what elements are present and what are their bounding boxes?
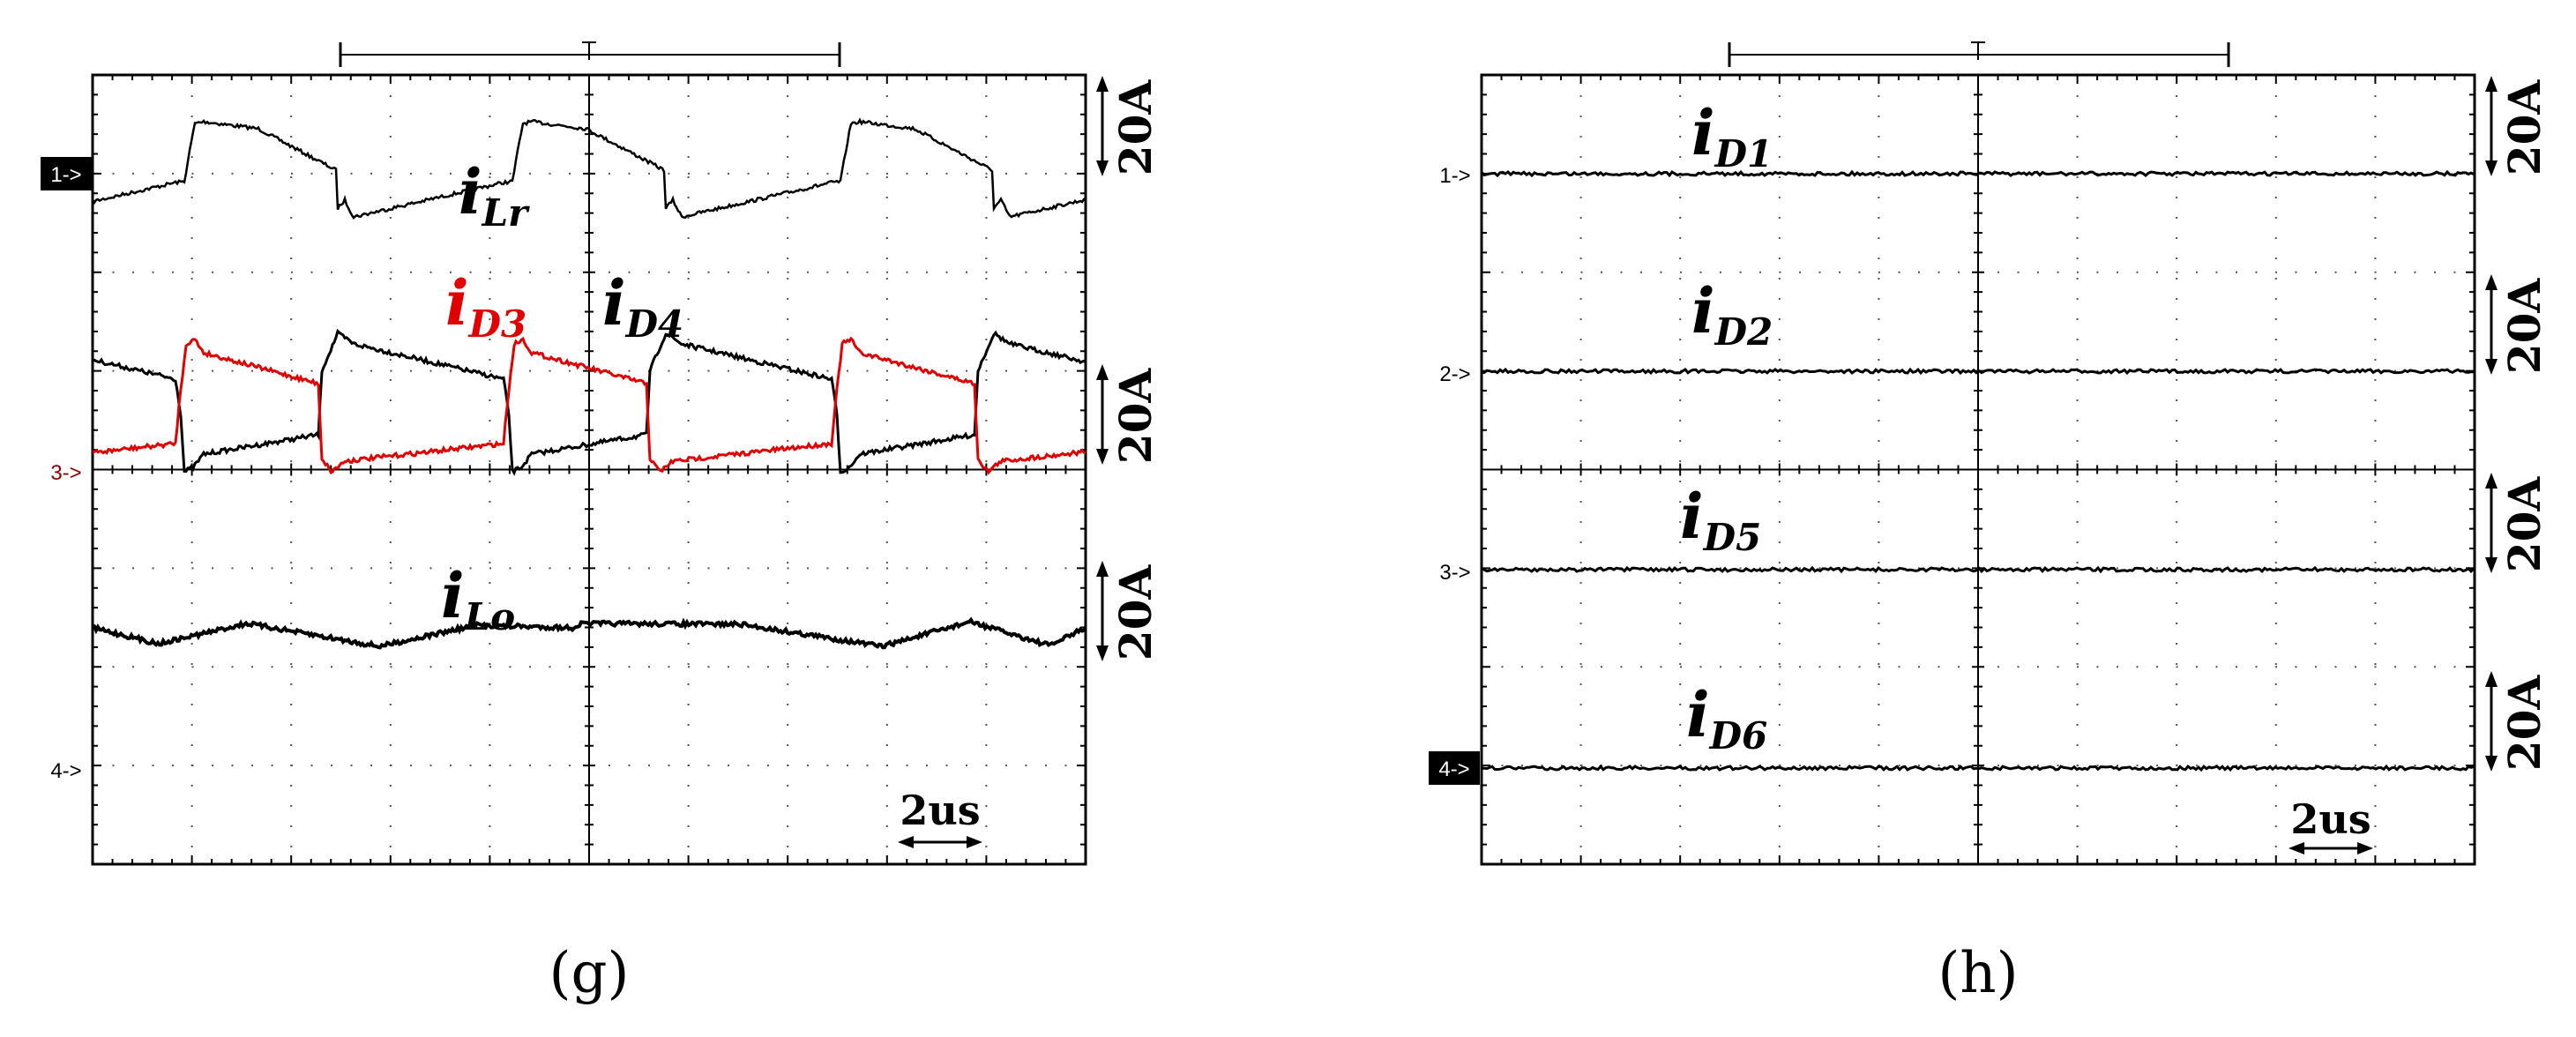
panel-g-ch3-marker: 3-> (50, 461, 81, 485)
panel-g-scale-1: 20A (1096, 76, 1161, 176)
panel-h-label-iD2: iD2 (1691, 274, 1773, 354)
panel-g-scale-1-label: 20A (1109, 79, 1161, 176)
trace-iD3 (92, 336, 1086, 475)
trace-iD6 (1481, 764, 2475, 772)
panel-h-scale-1-label: 20A (2498, 79, 2550, 176)
panel-h-ch2-marker: 2-> (1439, 362, 1470, 386)
panel-h-ch4-marker: 4-> (1438, 757, 1469, 781)
panel-g-label-iLr: iLr (459, 155, 530, 235)
panel-g: 1-> 3-> 4-> iLr iD3 iD4 iLo 20A 20A 20A … (41, 41, 1161, 1006)
panel-g-ch1-marker-box (41, 157, 92, 190)
trace-iD5 (1481, 565, 2475, 574)
trace-iLr (91, 117, 1086, 220)
panel-h-scale-3: 20A (2485, 473, 2550, 573)
panel-g-grid (92, 74, 1086, 865)
panel-g-ch4-marker: 4-> (50, 759, 81, 783)
panel-h-trigger-bracket (1728, 41, 2230, 67)
trace-iLo (92, 616, 1087, 650)
panel-h-ch3-marker: 3-> (1439, 561, 1470, 585)
panel-h-scale-4-label: 20A (2498, 675, 2550, 772)
panel-h-caption: (h) (1938, 941, 2018, 1006)
panel-h-ch4-marker-box (1429, 751, 1480, 785)
panel-h-label-iD5: iD5 (1680, 480, 1761, 559)
panel-h-ch1-marker: 1-> (1439, 164, 1470, 188)
panel-g-trigger-bracket (339, 41, 841, 67)
panel-h: 1-> 2-> 3-> 4-> iD1 iD2 iD5 iD6 20A 20A … (1429, 41, 2550, 1006)
panel-h-time-label: 2us (2290, 795, 2371, 843)
panel-g-label-iD4: iD4 (602, 266, 683, 346)
panel-h-time-arrow (2289, 842, 2373, 854)
panel-g-time-label: 2us (900, 787, 980, 834)
panel-h-scale-1: 20A (2485, 76, 2550, 176)
panel-h-scale-2-label: 20A (2498, 278, 2550, 375)
panel-g-scale-3: 20A (1096, 561, 1161, 661)
panel-g-label-iD3: iD3 (445, 266, 526, 346)
panel-h-scale-2: 20A (2485, 274, 2550, 375)
panel-g-scale-3-label: 20A (1109, 564, 1161, 661)
trace-iD4 (92, 328, 1086, 476)
panel-h-scale-4: 20A (2485, 671, 2550, 772)
panel-g-time-arrow (898, 836, 982, 848)
panel-g-label-iLo: iLo (441, 559, 515, 638)
panel-h-label-iD1: iD1 (1691, 96, 1773, 175)
panel-g-scale-2-label: 20A (1109, 368, 1161, 465)
panel-g-ch1-marker: 1-> (50, 163, 81, 187)
trace-iD1 (1480, 169, 2475, 178)
panel-g-caption: (g) (549, 941, 630, 1006)
panel-h-label-iD6: iD6 (1686, 678, 1767, 757)
trace-iD2 (1481, 367, 2474, 376)
panel-h-scale-3-label: 20A (2498, 476, 2550, 573)
panel-g-scale-2: 20A (1096, 364, 1161, 465)
